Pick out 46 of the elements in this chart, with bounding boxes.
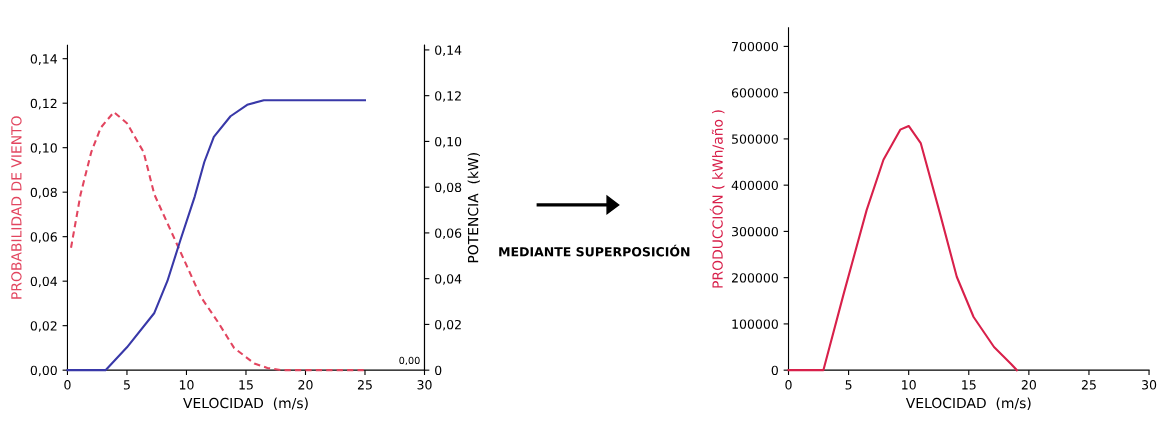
y-tick-label: 0 <box>771 365 778 376</box>
y2-tick-label: 0,02 <box>435 319 461 331</box>
x-tick-label: 10 <box>902 380 916 390</box>
x-tick-label: 10 <box>179 380 194 390</box>
text: MEDIANTE SUPERPOSICIÓN <box>499 244 690 257</box>
x-tick-label: 25 <box>357 380 372 390</box>
x-tick-label: 20 <box>1021 380 1036 390</box>
y-tick-label: 400000 <box>731 180 778 191</box>
y2-tick-label: 0,08 <box>435 182 462 194</box>
x-tick-label: 25 <box>1081 380 1096 390</box>
x-tick-label: 30 <box>417 380 432 390</box>
x-tick-label: 15 <box>962 380 976 390</box>
x-tick-label: 15 <box>239 380 253 390</box>
y2-tick-label: 0 <box>435 365 442 376</box>
line-series <box>787 124 1018 372</box>
x-tick-label: 30 <box>1142 380 1157 390</box>
y2-tick-label: 0,10 <box>435 136 462 148</box>
y2-tick-label: 0,14 <box>435 45 462 57</box>
y-tick-label: 600000 <box>731 88 778 98</box>
x-tick-label: 5 <box>123 380 130 390</box>
y-tick-label: 0,08 <box>30 187 57 199</box>
x-tick-label: 0 <box>64 380 71 390</box>
y-tick-label: 0,02 <box>30 321 57 332</box>
y-tick-label: 0,10 <box>30 143 57 154</box>
y-axis-title: PRODUCCIÓN ( kWh/año ) <box>709 110 725 288</box>
y-tick-label: 0,14 <box>30 54 58 65</box>
y-axis-title: PROBABILIDAD DE VIENTO <box>11 116 22 299</box>
y-tick-label: 100000 <box>732 319 778 329</box>
x-axis-title: VELOCIDAD (m/s) <box>905 397 1031 410</box>
x-tick-label: 5 <box>845 380 852 390</box>
y-tick-label: 0,04 <box>30 276 58 288</box>
y-tick-label: 300000 <box>732 226 778 237</box>
x-tick-label: 0 <box>785 380 792 390</box>
y-tick-label: 200000 <box>731 273 778 283</box>
y2-tick-label: 0,04 <box>435 274 462 285</box>
y-tick-label: 0,00 <box>30 365 57 377</box>
y-tick-label: 0,12 <box>30 98 57 110</box>
y2-tick-label: 0,06 <box>435 228 462 240</box>
y-tick-label: 500000 <box>732 134 778 144</box>
x-tick-label: 20 <box>298 380 313 390</box>
y2-axis-title: POTENCIA (kW) <box>467 153 480 263</box>
y-tick-label: 700000 <box>732 41 778 52</box>
annotation: 0,00 <box>399 356 420 366</box>
x-axis-title: VELOCIDAD (m/s) <box>183 397 308 410</box>
y2-tick-label: 0,12 <box>435 91 461 102</box>
y-tick-label: 0,06 <box>30 232 57 243</box>
